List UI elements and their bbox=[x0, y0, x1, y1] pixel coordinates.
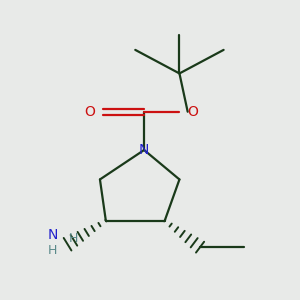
Text: O: O bbox=[187, 105, 198, 119]
Text: N: N bbox=[48, 228, 58, 242]
Text: O: O bbox=[84, 105, 95, 119]
Text: H: H bbox=[48, 244, 58, 256]
Text: H: H bbox=[69, 232, 78, 245]
Text: N: N bbox=[139, 143, 149, 157]
